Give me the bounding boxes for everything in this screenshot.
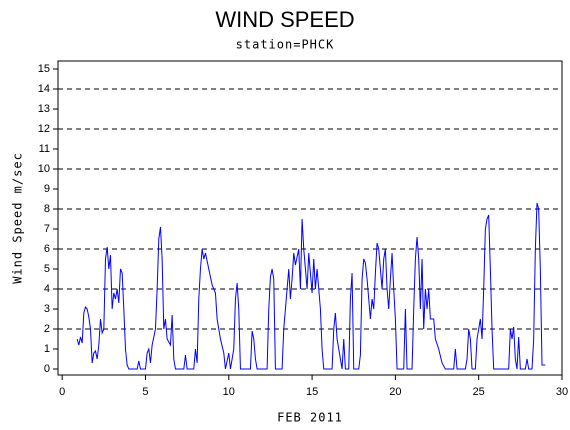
x-tick-label: 30	[556, 386, 568, 398]
y-tick-label: 3	[44, 303, 50, 315]
y-tick-label: 1	[44, 343, 50, 355]
y-tick-label: 5	[44, 263, 50, 275]
y-tick-label: 0	[44, 363, 50, 375]
x-tick-label: 0	[59, 386, 65, 398]
y-tick-label: 10	[38, 163, 50, 175]
x-tick-label: 5	[142, 386, 148, 398]
plot-frame	[57, 60, 563, 376]
y-tick-label: 15	[38, 63, 50, 75]
x-axis-label: FEB 2011	[277, 411, 343, 425]
x-tick-label: 25	[473, 386, 485, 398]
y-tick-label: 11	[39, 143, 50, 155]
y-tick-label: 8	[44, 203, 50, 215]
y-tick-label: 12	[38, 123, 50, 135]
chart-title: WIND SPEED	[215, 7, 354, 32]
y-tick-label: 2	[44, 323, 50, 335]
y-tick-label: 4	[44, 283, 50, 295]
y-tick-label: 6	[44, 243, 50, 255]
y-axis-label: Wind Speed m/sec	[11, 152, 25, 284]
x-tick-label: 10	[223, 386, 235, 398]
y-tick-label: 13	[38, 103, 50, 115]
data-line	[76, 202, 546, 370]
x-tick-label: 20	[389, 386, 401, 398]
chart-subtitle: station=PHCK	[236, 38, 335, 52]
x-tick-label: 15	[306, 386, 318, 398]
y-tick-label: 9	[44, 183, 50, 195]
y-tick-label: 7	[44, 223, 50, 235]
y-tick-label: 14	[38, 83, 50, 95]
